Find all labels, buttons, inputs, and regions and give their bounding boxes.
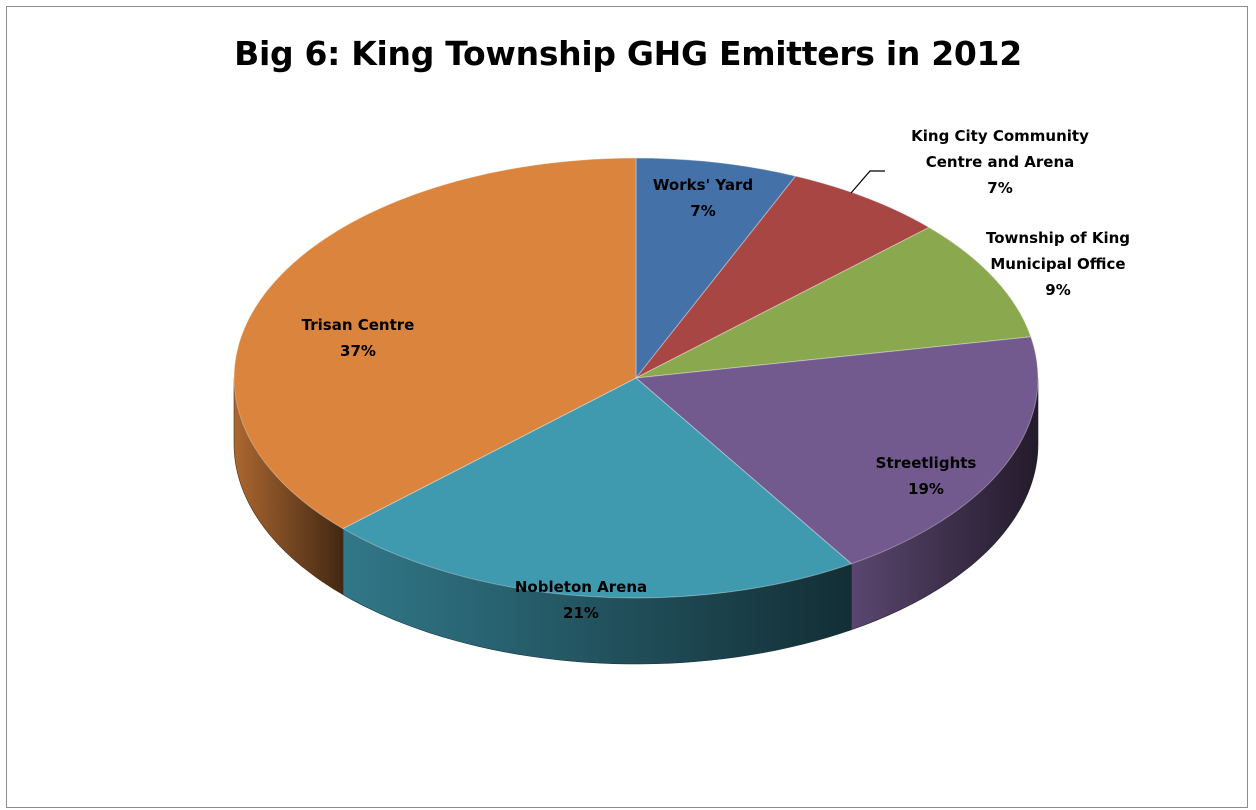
slice-labels: Works' Yard 7% King City Community Centre a… [302,127,1130,622]
pie-slice-township-of-king-municipal-office[interactable] [635,226,1032,379]
pie-slice-works-yard[interactable] [635,157,797,380]
pie-slice-trisan-centre[interactable] [233,157,637,530]
pie-slice-king-city-community-centre-and-arena[interactable] [635,175,931,379]
pie-slice-streetlights[interactable] [634,336,1039,565]
slice-label-nobleton-arena: Nobleton Arena 21% [515,578,647,622]
slice-percent-label: 9% [1045,281,1070,299]
pie-slice-nobleton-arena[interactable] [341,377,853,599]
slice-label-township-of-king-municipal-office: Township of King Municipal Office 9% [986,229,1130,299]
chart-title: Big 6: King Township GHG Emitters in 201… [234,34,1022,73]
slice-percent-label: 19% [908,480,944,498]
slice-label-line: Nobleton Arena [515,578,647,596]
slice-percent-label: 37% [340,342,376,360]
slice-label-works-yard: Works' Yard 7% [653,176,753,220]
slice-label-line: Municipal Office [990,255,1125,273]
slice-label-line: Trisan Centre [302,316,415,334]
leader-lines [850,170,885,194]
slice-percent-label: 7% [987,179,1012,197]
slice-label-trisan-centre: Trisan Centre 37% [302,316,415,360]
slice-percent-label: 21% [563,604,599,622]
slice-label-line: King City Community [911,127,1089,145]
slice-label-king-city-community-centre-and-arena: King City Community Centre and Arena 7% [911,127,1089,197]
leader-line-king-city-community-centre-and-arena [850,170,885,194]
slice-label-line: Streetlights [876,454,977,472]
slice-label-line: Works' Yard [653,176,753,194]
slice-label-line: Centre and Arena [926,153,1075,171]
slice-label-streetlights: Streetlights 19% [876,454,977,498]
pie-slices [233,157,1039,599]
slice-percent-label: 7% [690,202,715,220]
slice-label-line: Township of King [986,229,1130,247]
